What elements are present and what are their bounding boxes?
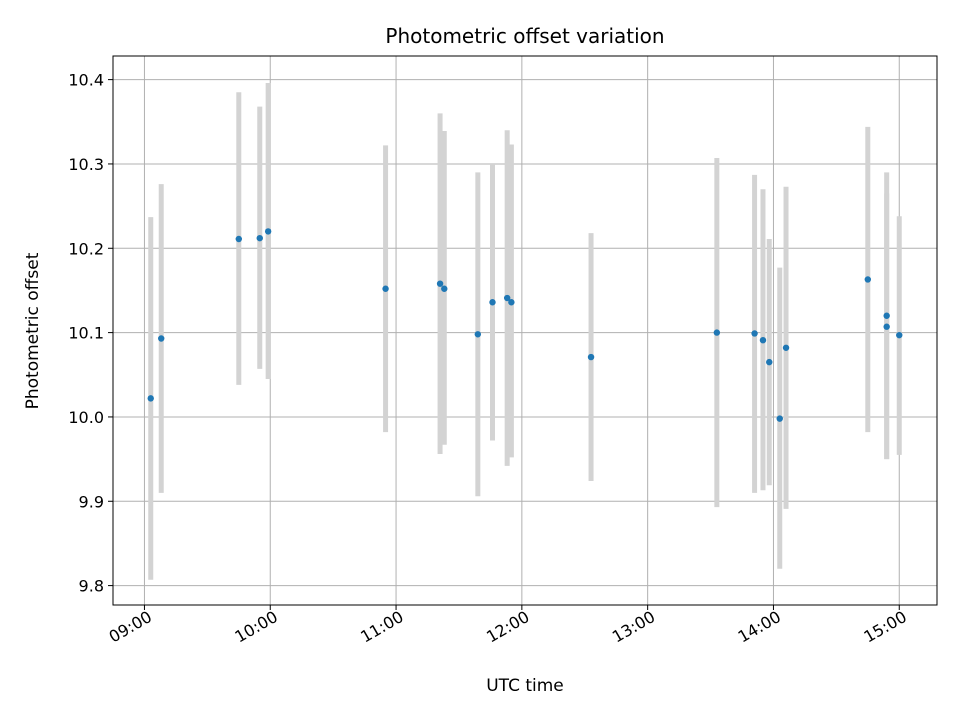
data-points — [147, 228, 903, 422]
x-axis-title: UTC time — [486, 676, 564, 696]
data-point — [896, 331, 903, 339]
data-point — [264, 228, 272, 235]
plot-frame — [112, 55, 938, 606]
data-point — [474, 331, 482, 338]
data-point — [441, 285, 448, 292]
data-point — [147, 395, 154, 402]
data-point — [776, 415, 783, 422]
y-tick-label: 9.8 — [79, 577, 104, 596]
data-point — [759, 336, 767, 344]
data-point — [503, 294, 511, 302]
data-point — [382, 285, 389, 292]
data-point — [883, 312, 890, 319]
data-point — [782, 344, 790, 351]
y-axis-title: Photometric offset — [23, 252, 43, 409]
data-point — [489, 299, 496, 306]
y-tick-label: 10.2 — [68, 239, 104, 258]
y-tick-label: 10.3 — [68, 155, 104, 174]
y-tick-label: 9.9 — [79, 492, 104, 511]
chart-title: Photometric offset variation — [385, 24, 664, 48]
data-point — [508, 299, 515, 306]
data-point — [158, 335, 165, 342]
y-tick-label: 10.4 — [68, 71, 104, 90]
y-tick-label: 10.1 — [68, 324, 104, 343]
data-point — [587, 353, 595, 361]
grid — [113, 56, 937, 605]
data-point — [883, 323, 890, 330]
y-tick-label: 10.0 — [68, 408, 104, 427]
data-point — [256, 234, 263, 242]
data-point — [751, 330, 758, 337]
data-point — [713, 329, 721, 336]
data-point — [436, 280, 444, 287]
data-point — [235, 235, 243, 243]
data-point — [864, 276, 872, 283]
data-point — [766, 358, 773, 366]
